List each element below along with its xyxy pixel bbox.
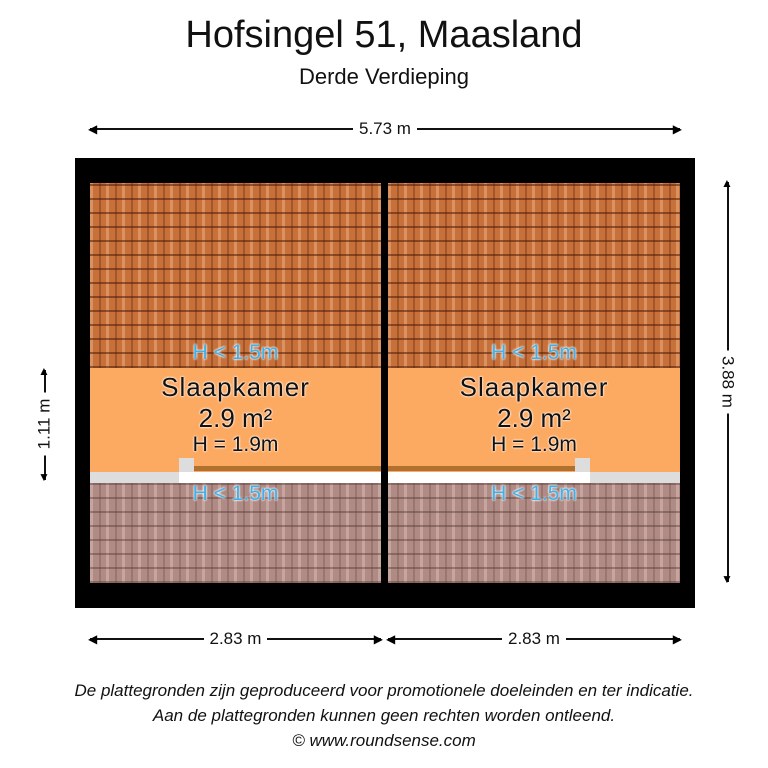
dimension-bottom-right: ◀ ▶ 2.83 m: [386, 629, 682, 648]
room-height: H = 1.9m: [192, 433, 279, 456]
roof-slope-bottom-left: [90, 483, 381, 583]
page-title: Hofsingel 51, Maasland: [185, 14, 583, 56]
dimension-left-width: 2.83 m: [203, 629, 268, 648]
roof-slope-bottom-right: [388, 483, 680, 583]
disclaimer-line-1: De plattegronden zijn geproduceerd voor …: [74, 681, 694, 700]
room-slaapkamer-left: [90, 368, 381, 472]
room-name: Slaapkamer: [459, 372, 609, 402]
roof-slope-top-right: [388, 183, 680, 368]
room-height: H = 1.9m: [491, 433, 577, 456]
disclaimer-line-2: Aan de plattegronden kunnen geen rechten…: [152, 706, 616, 725]
room-name: Slaapkamer: [161, 372, 310, 402]
dimension-right-width: 2.83 m: [502, 629, 566, 648]
low-height-label: H < 1.5m: [491, 482, 577, 505]
low-height-label: H < 1.5m: [192, 341, 279, 364]
dimension-room-depth: 1.11 m: [34, 392, 54, 456]
roof-slope-top-left: [90, 183, 381, 368]
room-slaapkamer-right: [388, 368, 680, 472]
floor-name: Derde Verdieping: [298, 64, 469, 89]
dimension-width-total: 5.73 m: [353, 119, 417, 138]
room-area: 2.9 m²: [198, 403, 273, 433]
dimension-top: ◀ ▶ 5.73 m: [88, 119, 682, 138]
dimension-bottom-left: ◀ ▶ 2.83 m: [88, 629, 383, 648]
dimension-height-total: 3.88 m: [718, 350, 738, 414]
low-height-label: H < 1.5m: [491, 341, 577, 364]
room-area: 2.9 m²: [497, 403, 571, 433]
low-height-label: H < 1.5m: [192, 482, 279, 505]
copyright: © www.roundsense.com: [292, 731, 476, 750]
